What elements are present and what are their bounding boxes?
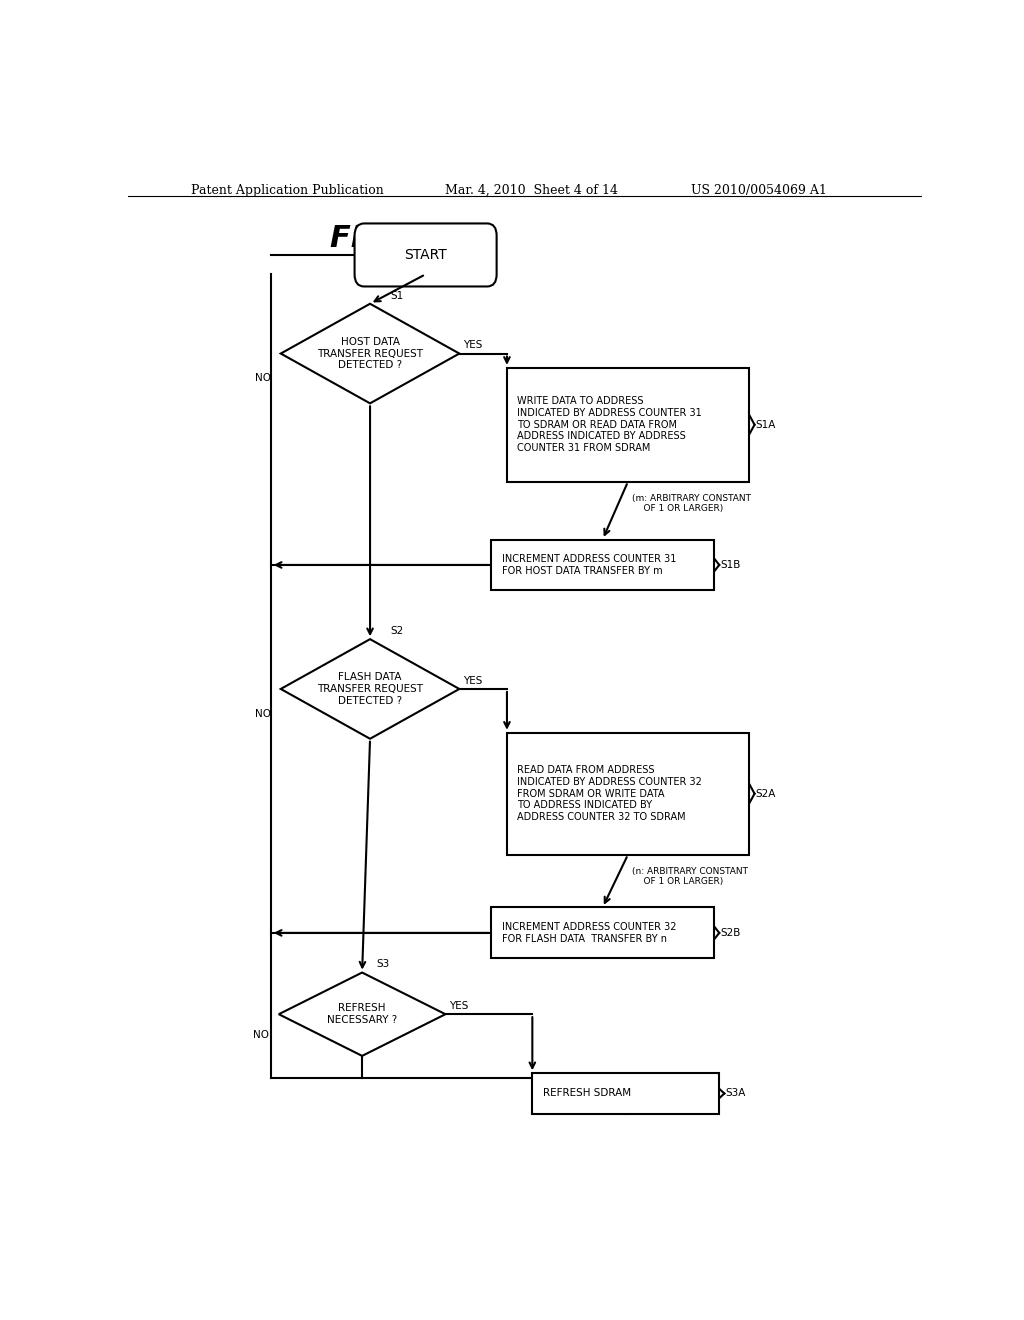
Text: Patent Application Publication: Patent Application Publication [191, 183, 384, 197]
Text: S2A: S2A [756, 788, 776, 799]
Polygon shape [281, 639, 460, 739]
Text: YES: YES [450, 1001, 469, 1011]
FancyBboxPatch shape [354, 223, 497, 286]
Text: FLASH DATA
TRANSFER REQUEST
DETECTED ?: FLASH DATA TRANSFER REQUEST DETECTED ? [317, 672, 423, 706]
Polygon shape [279, 973, 445, 1056]
Text: S3: S3 [377, 960, 390, 969]
Text: REFRESH
NECESSARY ?: REFRESH NECESSARY ? [327, 1003, 397, 1026]
Text: S1B: S1B [720, 560, 740, 570]
Bar [507, 368, 749, 482]
Text: INCREMENT ADDRESS COUNTER 31
FOR HOST DATA TRANSFER BY m: INCREMENT ADDRESS COUNTER 31 FOR HOST DA… [502, 554, 676, 576]
Text: READ DATA FROM ADDRESS
INDICATED BY ADDRESS COUNTER 32
FROM SDRAM OR WRITE DATA
: READ DATA FROM ADDRESS INDICATED BY ADDR… [517, 766, 702, 822]
Text: INCREMENT ADDRESS COUNTER 32
FOR FLASH DATA  TRANSFER BY n: INCREMENT ADDRESS COUNTER 32 FOR FLASH D… [502, 923, 676, 944]
Text: WRITE DATA TO ADDRESS
INDICATED BY ADDRESS COUNTER 31
TO SDRAM OR READ DATA FROM: WRITE DATA TO ADDRESS INDICATED BY ADDRE… [517, 396, 702, 453]
Polygon shape [281, 304, 460, 404]
Bar [507, 733, 749, 854]
Text: NO: NO [255, 709, 271, 719]
Text: START: START [404, 248, 446, 261]
Text: REFRESH SDRAM: REFRESH SDRAM [543, 1089, 631, 1098]
Bar [492, 540, 714, 590]
Text: YES: YES [463, 676, 482, 686]
Text: (n: ARBITRARY CONSTANT
    OF 1 OR LARGER): (n: ARBITRARY CONSTANT OF 1 OR LARGER) [632, 867, 748, 886]
Text: FIG. 5: FIG. 5 [331, 224, 431, 253]
Bar [532, 1073, 719, 1114]
Text: S1A: S1A [756, 420, 776, 430]
Text: S2: S2 [390, 626, 403, 636]
Text: NO: NO [253, 1030, 269, 1040]
Text: Mar. 4, 2010  Sheet 4 of 14: Mar. 4, 2010 Sheet 4 of 14 [445, 183, 618, 197]
Text: US 2010/0054069 A1: US 2010/0054069 A1 [691, 183, 827, 197]
Bar [492, 907, 714, 958]
Text: YES: YES [463, 341, 482, 350]
Text: S2B: S2B [720, 928, 740, 939]
Text: NO: NO [255, 374, 271, 383]
Text: S1: S1 [390, 290, 403, 301]
Text: (m: ARBITRARY CONSTANT
    OF 1 OR LARGER): (m: ARBITRARY CONSTANT OF 1 OR LARGER) [632, 494, 751, 513]
Text: S3A: S3A [725, 1089, 745, 1098]
Text: HOST DATA
TRANSFER REQUEST
DETECTED ?: HOST DATA TRANSFER REQUEST DETECTED ? [317, 337, 423, 370]
